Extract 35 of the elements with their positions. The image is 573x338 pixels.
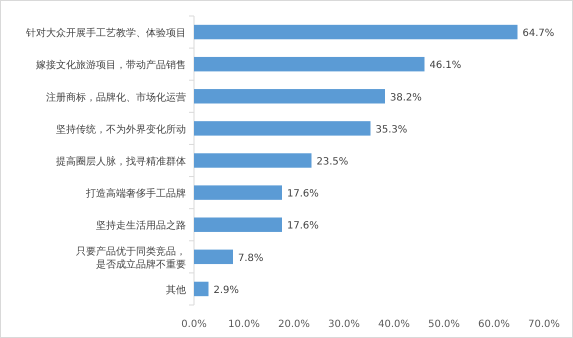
y-tick-label: 其他 xyxy=(166,284,186,296)
bar xyxy=(194,282,208,296)
x-tick-label: 60.0% xyxy=(478,319,510,330)
data-label: 38.2% xyxy=(390,92,422,104)
data-label: 23.5% xyxy=(316,156,348,168)
x-tick-label: 40.0% xyxy=(378,319,410,330)
y-tick-label: 嫁接文化旅游项目，带动产品销售 xyxy=(36,59,186,72)
y-tick-label: 只要产品优于同类竞品，是否成立品牌不重要 xyxy=(76,245,186,270)
bar xyxy=(194,24,518,40)
y-tick-label: 坚持走生活用品之路 xyxy=(96,220,186,232)
bar xyxy=(194,89,385,104)
y-tick-label: 打造高端奢侈手工品牌 xyxy=(85,188,186,200)
data-label: 17.6% xyxy=(287,220,319,232)
bar xyxy=(194,250,233,264)
data-label: 46.1% xyxy=(430,60,462,72)
y-tick-label: 注册商标，品牌化、市场化运营 xyxy=(46,91,186,104)
x-tick-label: 10.0% xyxy=(228,319,260,330)
bar xyxy=(194,217,282,232)
bar xyxy=(194,185,282,200)
x-tick-label: 20.0% xyxy=(278,319,310,330)
x-tick-label: 70.0% xyxy=(528,319,560,330)
bar xyxy=(194,153,312,168)
data-label: 35.3% xyxy=(376,124,408,136)
bar xyxy=(194,56,424,72)
data-label: 7.8% xyxy=(238,252,264,264)
x-tick-label: 50.0% xyxy=(428,319,460,330)
y-tick-label: 针对大众开展手工艺教学、体验项目 xyxy=(25,27,186,40)
y-tick-label: 提高圈层人脉，找寻精准群体 xyxy=(56,156,186,168)
bar xyxy=(194,121,370,136)
data-label: 17.6% xyxy=(287,188,319,200)
data-label: 64.7% xyxy=(522,28,554,40)
x-tick-label: 0.0% xyxy=(181,319,207,330)
y-tick-label: 坚持传统，不为外界变化所动 xyxy=(56,123,186,136)
x-tick-label: 30.0% xyxy=(328,319,360,330)
data-label: 2.9% xyxy=(214,284,239,296)
